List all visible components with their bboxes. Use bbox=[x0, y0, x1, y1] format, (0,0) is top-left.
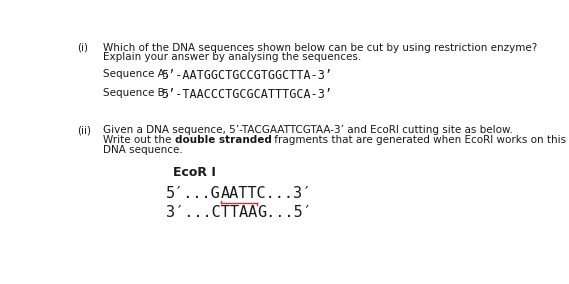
Text: Which of the DNA sequences shown below can be cut by using restriction enzyme?: Which of the DNA sequences shown below c… bbox=[103, 43, 537, 53]
Text: 3′...CTTAA: 3′...CTTAA bbox=[166, 205, 257, 220]
Text: Explain your answer by analysing the sequences.: Explain your answer by analysing the seq… bbox=[103, 53, 361, 62]
Text: G...5′: G...5′ bbox=[257, 205, 312, 220]
Text: fragments that are generated when EcoRI works on this: fragments that are generated when EcoRI … bbox=[271, 135, 567, 145]
Text: (ii): (ii) bbox=[77, 126, 91, 135]
Text: Sequence B:: Sequence B: bbox=[103, 88, 168, 98]
Text: 5′...G: 5′...G bbox=[166, 186, 221, 201]
Text: AATTC...3′: AATTC...3′ bbox=[221, 186, 312, 201]
Text: DNA sequence.: DNA sequence. bbox=[103, 145, 183, 155]
Text: Write out the: Write out the bbox=[103, 135, 175, 145]
Text: EcoR I: EcoR I bbox=[172, 166, 216, 179]
Text: 5’-AATGGCTGCCGTGGCTTA-3’: 5’-AATGGCTGCCGTGGCTTA-3’ bbox=[162, 69, 332, 82]
Text: (i): (i) bbox=[77, 43, 88, 53]
Text: double stranded: double stranded bbox=[175, 135, 271, 145]
Text: Given a DNA sequence, 5’-TACGAATTCGTAA-3’ and EcoRI cutting site as below.: Given a DNA sequence, 5’-TACGAATTCGTAA-3… bbox=[103, 126, 513, 135]
Text: 5’-TAACCCTGCGCATTTGCA-3’: 5’-TAACCCTGCGCATTTGCA-3’ bbox=[162, 88, 332, 101]
Text: Sequence A:: Sequence A: bbox=[103, 69, 168, 79]
